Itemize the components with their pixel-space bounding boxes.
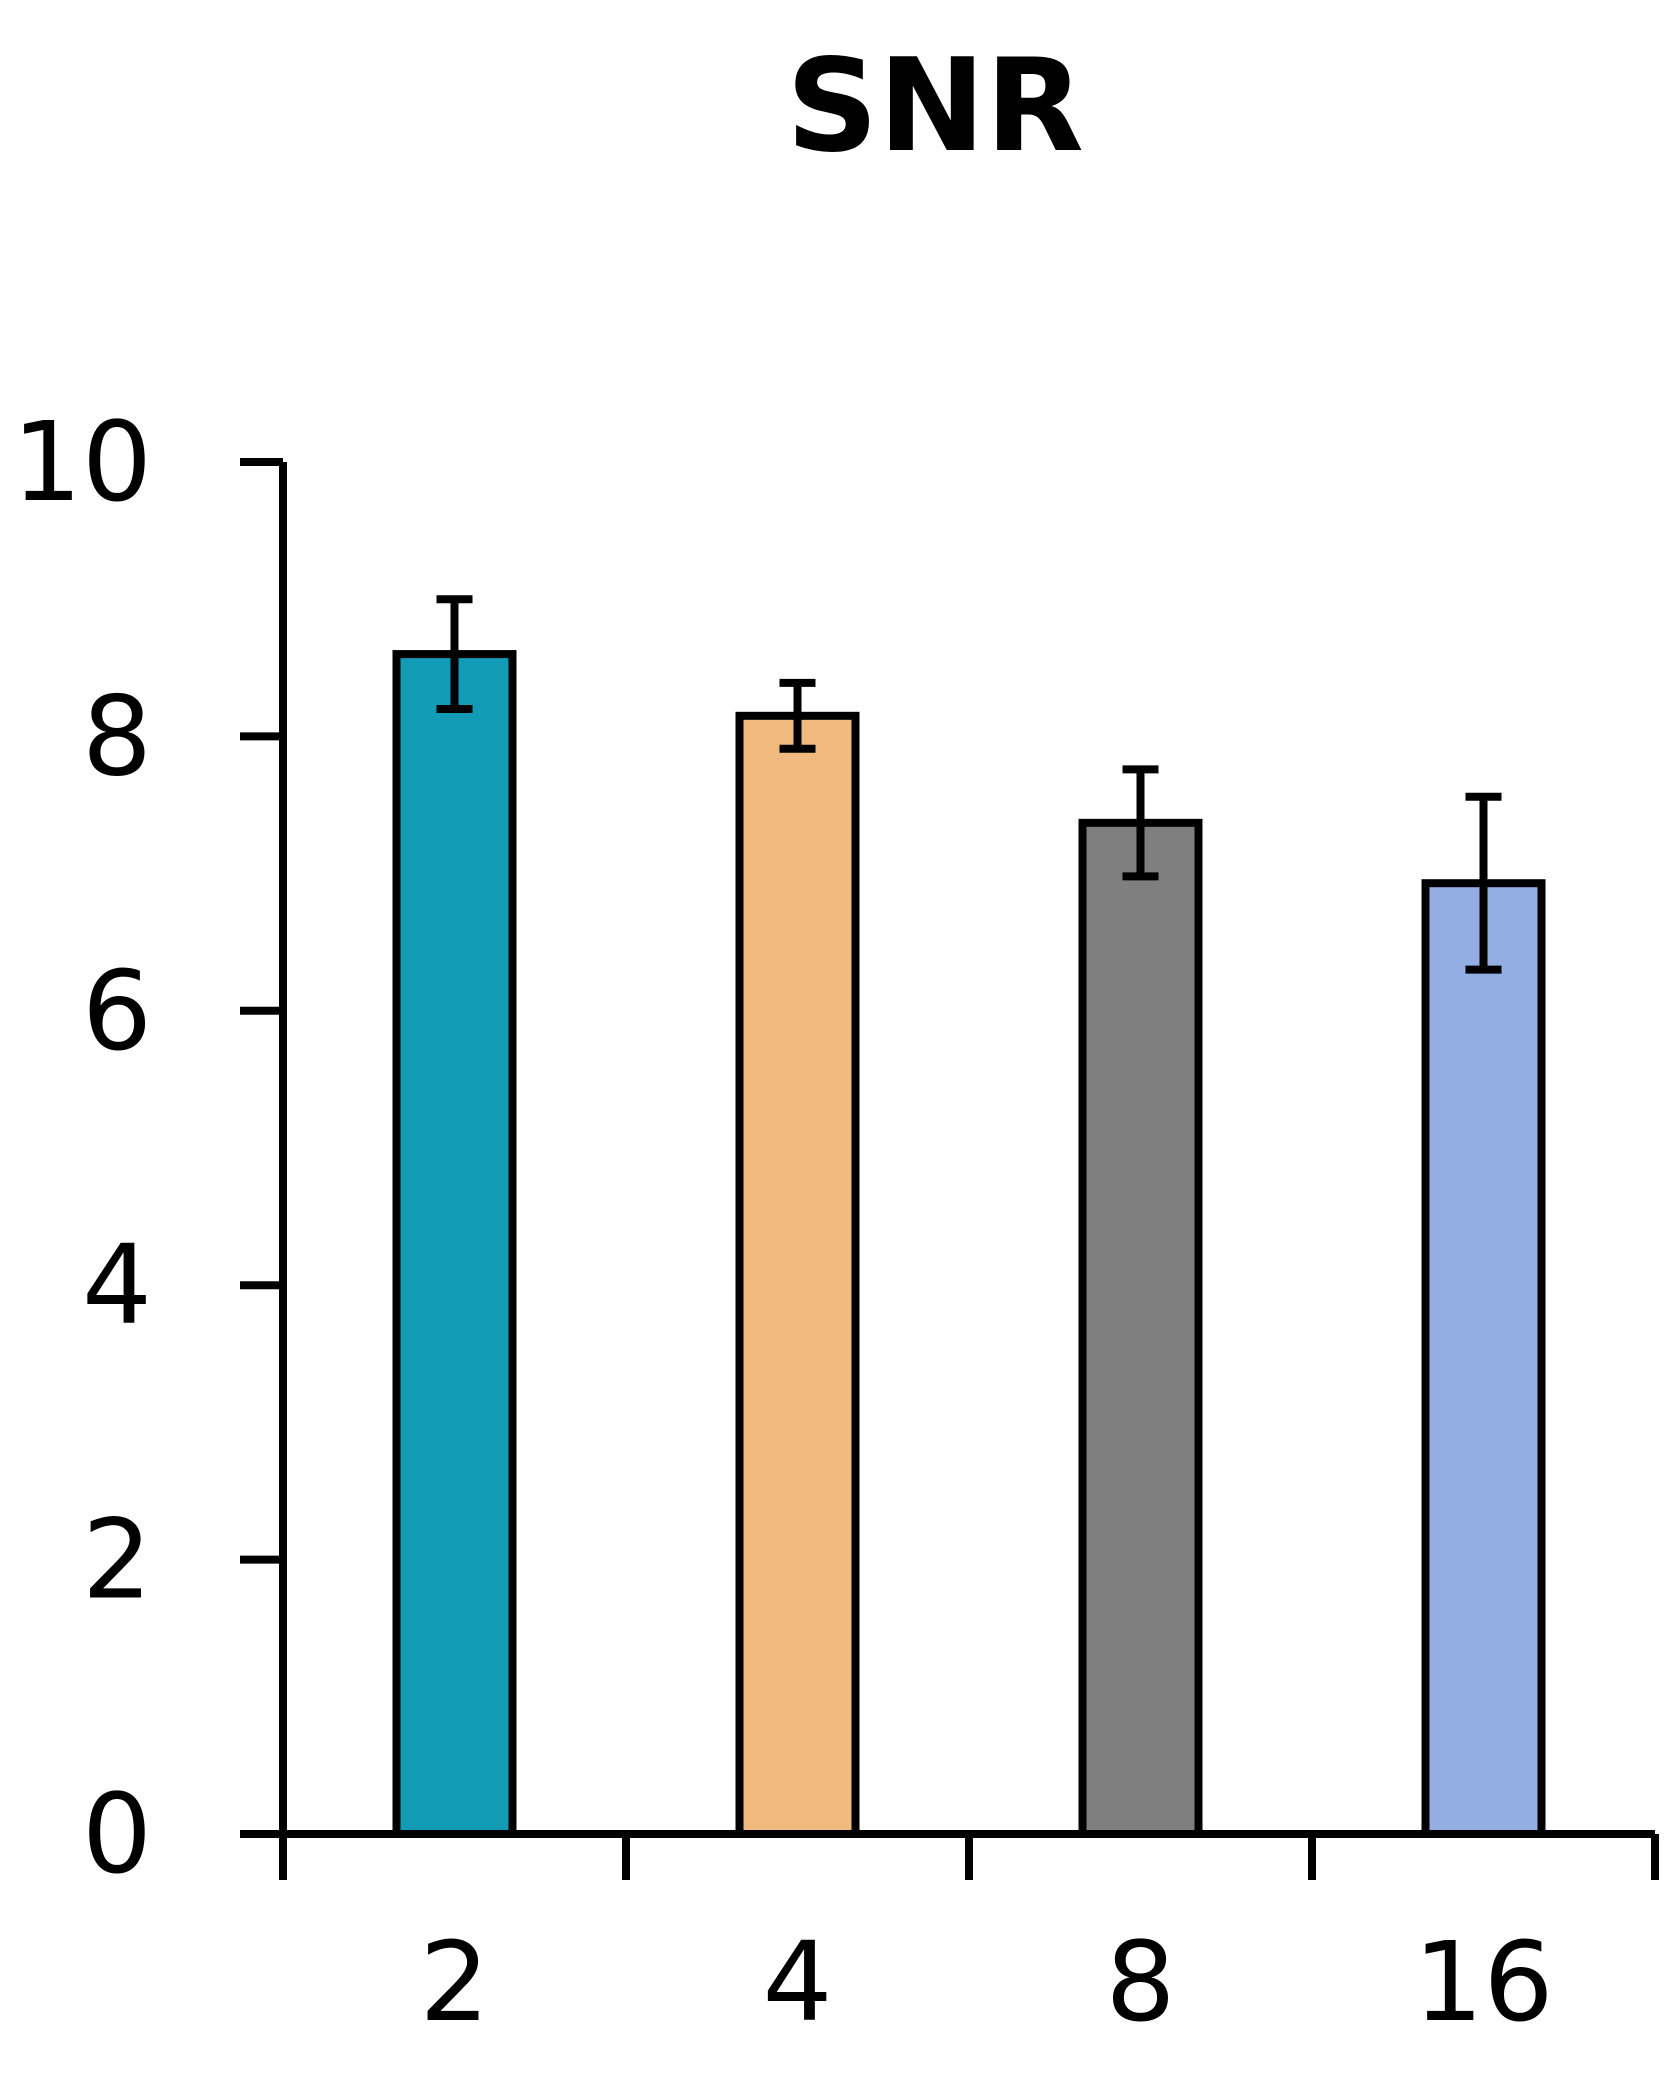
y-tick-label-8: 8: [82, 672, 152, 800]
y-tick-label-2: 2: [82, 1496, 152, 1624]
y-tick-label-6: 6: [82, 947, 152, 1075]
bar-8: [1078, 818, 1203, 1838]
error-bar-2: [436, 595, 473, 713]
error-bars-layer: [436, 595, 1502, 974]
chart-title: SNR: [786, 32, 1084, 181]
x-tick-label-8: 8: [1106, 1918, 1176, 2046]
y-tick-label-0: 0: [82, 1770, 152, 1898]
bars-layer: [392, 650, 1546, 1839]
bar-2: [392, 650, 517, 1839]
x-tick-label-4: 4: [763, 1918, 833, 2046]
error-bar-8: [1122, 765, 1159, 881]
error-bar-4: [779, 678, 816, 753]
axes-layer: [240, 458, 1659, 1880]
x-tick-label-2: 2: [420, 1918, 490, 2046]
y-tick-label-10: 10: [12, 398, 152, 526]
y-tick-label-4: 4: [82, 1221, 152, 1349]
x-tick-label-16: 16: [1414, 1918, 1554, 2046]
tick-labels-layer: 2 4 8 16 0 2 4 6 8 10: [12, 398, 1553, 2046]
bar-4: [735, 711, 860, 1839]
error-bar-16: [1465, 792, 1502, 974]
bar-16: [1421, 879, 1546, 1838]
